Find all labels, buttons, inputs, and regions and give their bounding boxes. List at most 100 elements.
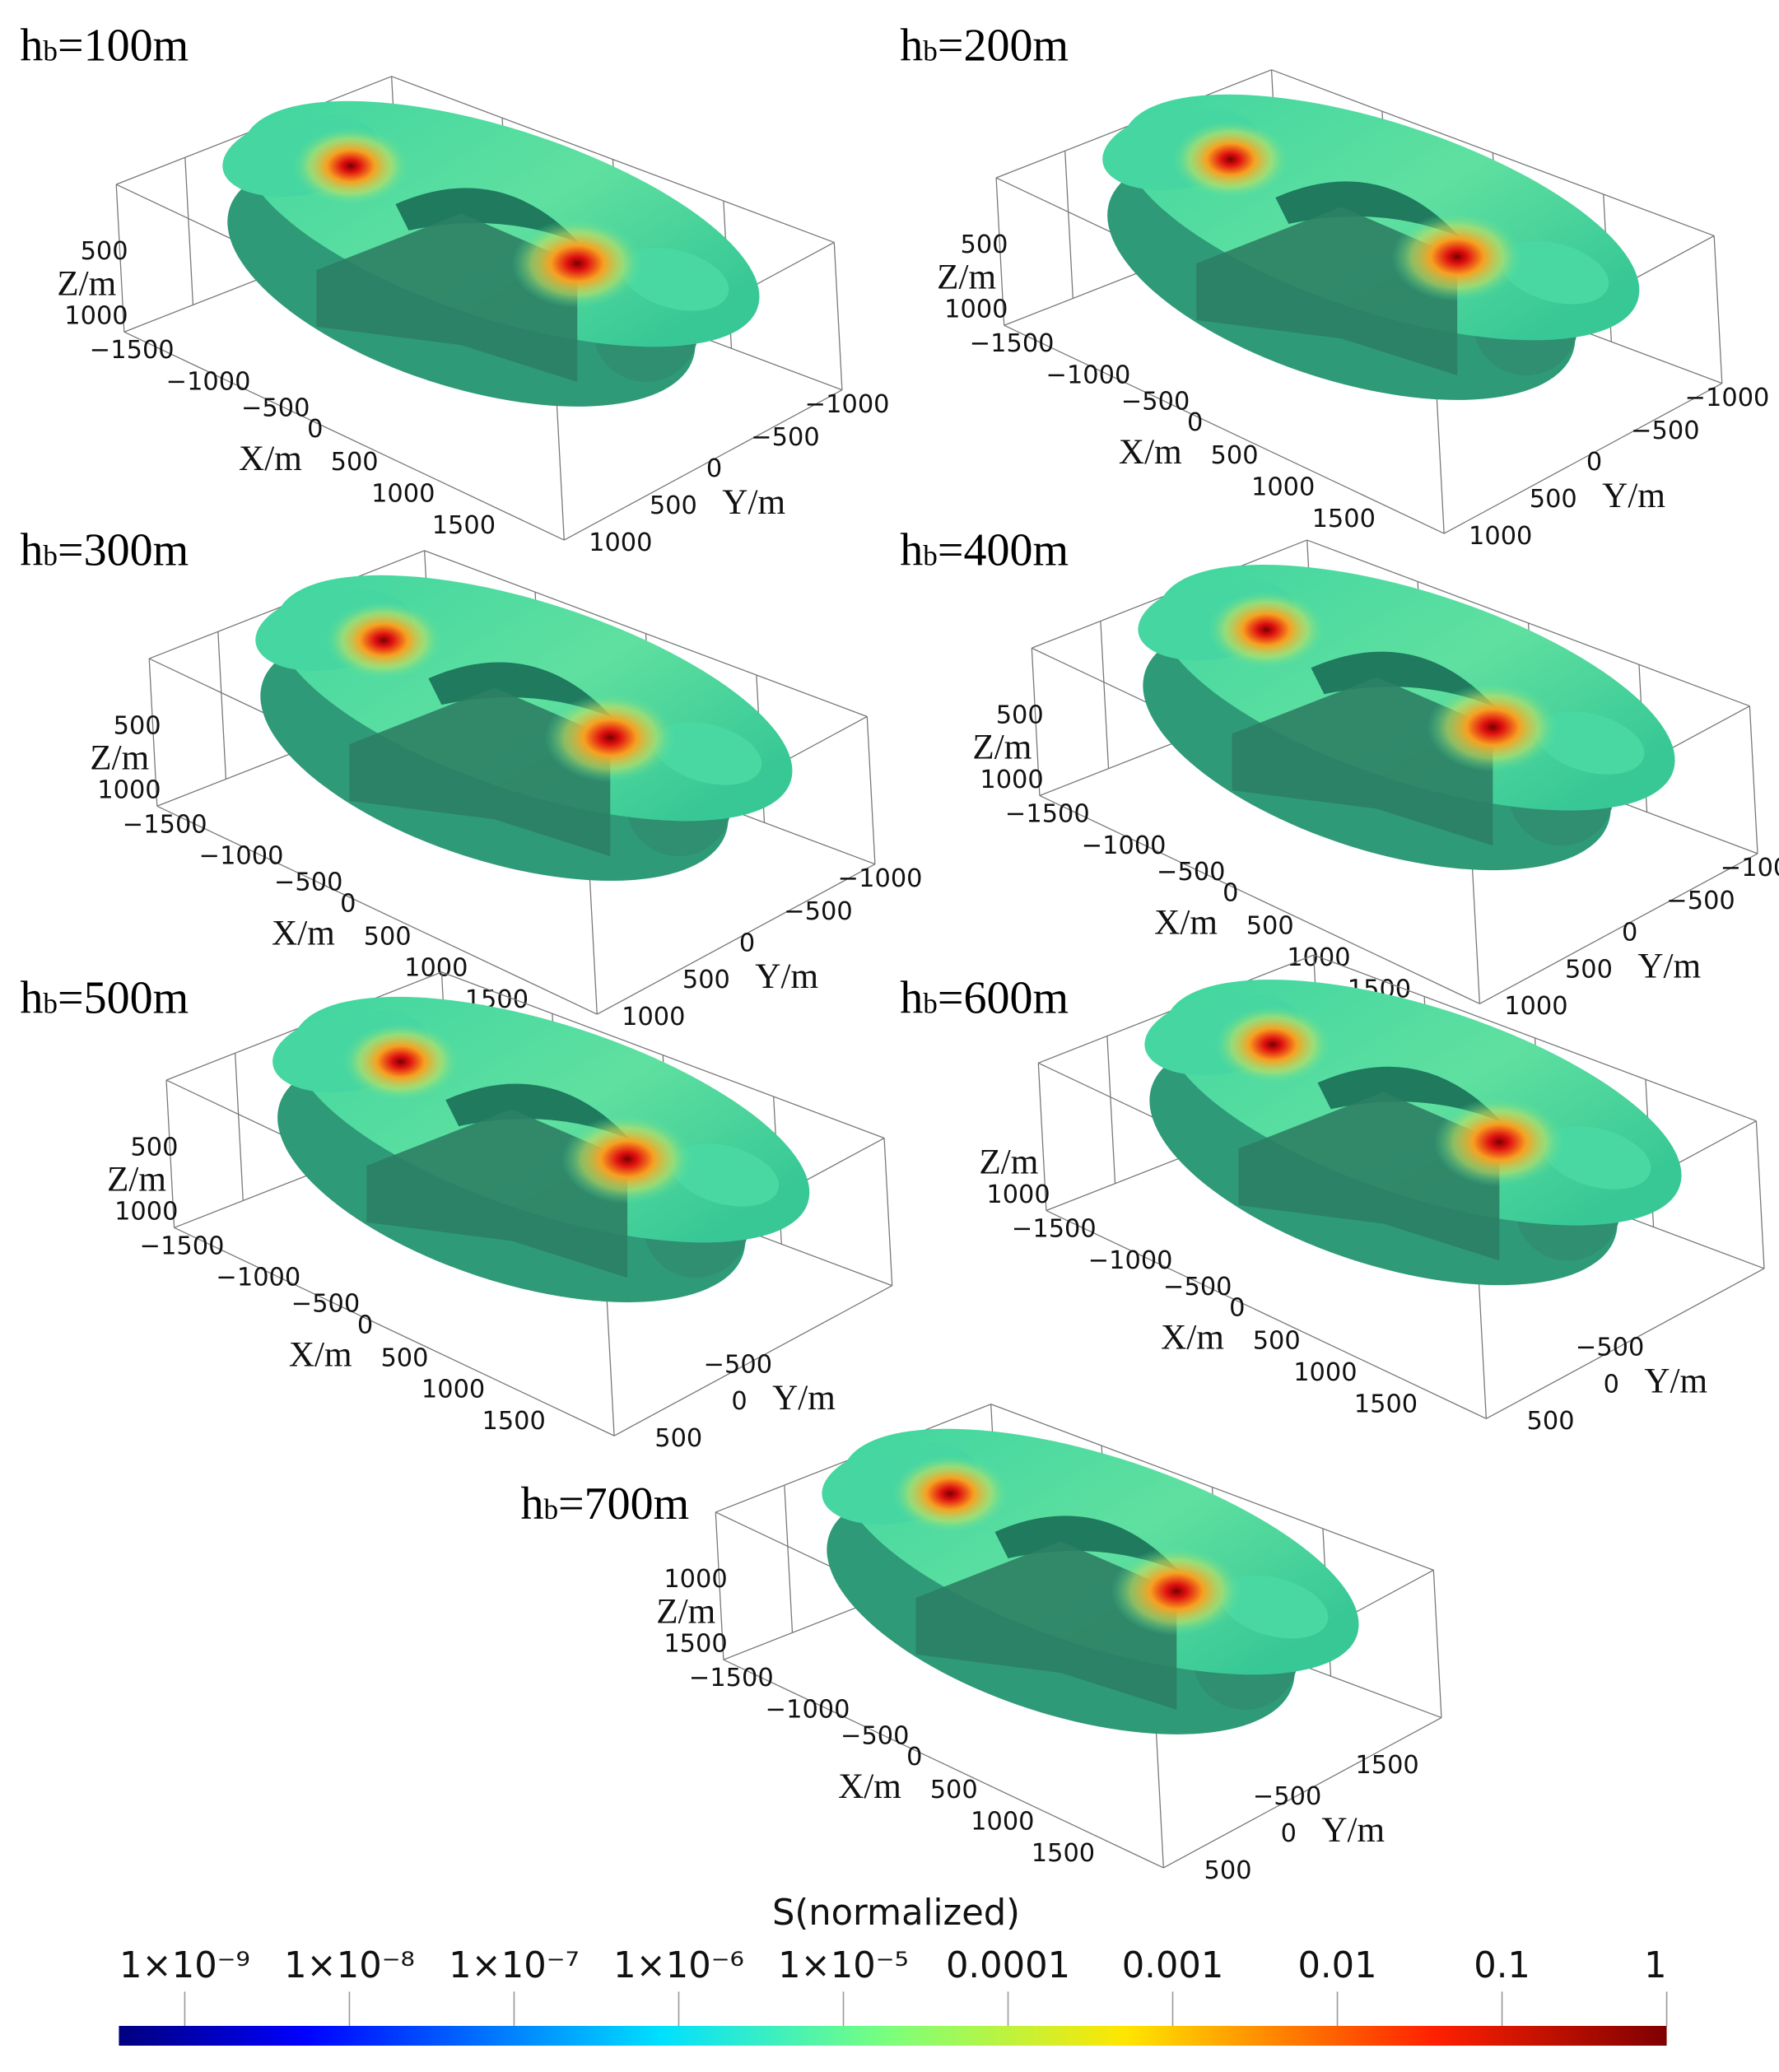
z-axis-label: Z/m — [656, 1592, 715, 1631]
x-axis-label: X/m — [289, 1335, 352, 1374]
box-edge — [1713, 235, 1723, 384]
box-edge — [1443, 383, 1723, 534]
hotspot — [291, 126, 411, 206]
panel-title: hb=100m — [20, 21, 189, 72]
z-axis-label: Z/m — [979, 1143, 1038, 1182]
y-tick-label: 0 — [1281, 1819, 1297, 1848]
y-tick-label: −1000 — [805, 390, 890, 419]
box-edge — [1037, 1063, 1047, 1211]
y-tick-label: 500 — [1530, 485, 1577, 514]
box-edge — [1046, 1209, 1487, 1419]
x-tick-label: 1500 — [1354, 1390, 1418, 1418]
title-part: h — [20, 972, 43, 1023]
lobe — [621, 248, 729, 311]
box-edge — [234, 1053, 244, 1201]
title-part: =500m — [58, 972, 189, 1023]
y-tick-label: −500 — [751, 423, 819, 452]
y-tick-label: 0 — [731, 1387, 747, 1416]
x-tick-label: −1000 — [766, 1696, 850, 1725]
x-tick-label: 0 — [340, 889, 356, 918]
x-tick-label: 0 — [906, 1743, 922, 1772]
hotspot — [891, 1454, 1010, 1534]
panel-title: hb=700m — [520, 1478, 689, 1530]
y-tick-label: 1000 — [1504, 992, 1567, 1021]
title-part: =200m — [938, 21, 1069, 72]
x-tick-label: −500 — [841, 1722, 909, 1751]
x-tick-label: 1000 — [371, 480, 435, 509]
hotspot — [341, 1022, 460, 1101]
lobe — [670, 1143, 780, 1207]
title-part: b — [43, 539, 58, 571]
hotspot — [1391, 212, 1524, 302]
y-tick-label: 0 — [1586, 448, 1602, 477]
box-edge — [1749, 705, 1758, 854]
z-tick-label: 500 — [130, 1133, 178, 1162]
z-tick-label: 1000 — [64, 302, 128, 331]
box-edge — [148, 659, 158, 807]
z-axis-label: Z/m — [972, 729, 1032, 767]
hotspot — [324, 600, 444, 680]
box-edge — [156, 805, 598, 1015]
hotspot — [1427, 682, 1559, 772]
box-edge — [1064, 151, 1073, 299]
panel-title: hb=300m — [20, 524, 189, 575]
hotspot — [561, 1114, 694, 1204]
panel: 5001000Z/m−1500−1000−500050010001500X/m−… — [90, 550, 923, 1031]
z-tick-label: 500 — [81, 237, 128, 266]
box-edge — [1755, 1120, 1765, 1269]
x-tick-label: −1000 — [199, 842, 284, 871]
y-axis-label: Y/m — [1637, 947, 1701, 985]
panel: 5001000Z/m−1500−1000−500050010001500X/m−… — [57, 76, 890, 557]
x-tick-label: 500 — [380, 1343, 428, 1372]
x-tick-label: −1500 — [123, 810, 207, 839]
colorbar-tick-label: 1×10⁻⁵ — [778, 1945, 909, 1986]
x-tick-label: −500 — [1121, 388, 1190, 417]
cut-block — [1232, 677, 1493, 846]
box-edge — [723, 1659, 1164, 1869]
y-tick-label: 500 — [654, 1424, 702, 1453]
box-edge — [115, 184, 125, 333]
x-tick-label: 500 — [331, 448, 379, 477]
y-tick-label: 0 — [1622, 918, 1637, 947]
x-tick-label: 1500 — [1312, 505, 1376, 533]
y-tick-label: 0 — [1604, 1370, 1619, 1399]
x-axis-label: X/m — [1154, 903, 1218, 942]
colorbar-tick-label: 1×10⁻⁷ — [449, 1945, 580, 1986]
title-part: b — [923, 35, 938, 68]
colorbar-title: S(normalized) — [772, 1893, 1020, 1934]
x-tick-label: −1000 — [1046, 361, 1131, 390]
hotspot — [1171, 119, 1290, 199]
x-tick-label: 0 — [1187, 408, 1203, 437]
lobe — [1536, 711, 1645, 775]
x-tick-label: 500 — [1246, 911, 1294, 940]
box-edge — [995, 177, 1005, 326]
y-tick-label: 500 — [1565, 955, 1613, 984]
title-part: b — [43, 35, 58, 68]
box-edge — [866, 716, 876, 864]
x-tick-label: 0 — [1222, 878, 1238, 907]
x-tick-label: 1500 — [1032, 1839, 1095, 1868]
lobe — [1501, 241, 1609, 305]
box-edge — [596, 864, 876, 1015]
title-part: b — [543, 1493, 558, 1525]
x-tick-label: 1500 — [432, 511, 496, 540]
box-edge — [1435, 385, 1445, 534]
x-tick-label: 500 — [930, 1776, 978, 1804]
x-tick-label: 1000 — [1251, 473, 1315, 502]
x-tick-label: 1000 — [1293, 1358, 1357, 1387]
title-part: =100m — [58, 21, 189, 72]
x-tick-label: −1000 — [1082, 831, 1167, 860]
y-tick-label: 500 — [1204, 1856, 1252, 1885]
box-edge — [613, 1285, 893, 1436]
title-part: h — [900, 21, 923, 72]
z-tick-label: 500 — [114, 711, 161, 740]
y-axis-label: Y/m — [722, 483, 785, 522]
x-tick-label: 1000 — [421, 1376, 485, 1404]
panel: 5001000Z/m−1500−1000−500050010001500X/m−… — [107, 971, 893, 1453]
title-part: h — [20, 524, 43, 575]
box-edge — [1479, 853, 1758, 1004]
z-tick-label: 500 — [996, 701, 1044, 729]
box-edge — [1471, 856, 1480, 1004]
x-tick-label: 1500 — [482, 1407, 546, 1436]
y-tick-label: −1000 — [838, 864, 923, 893]
